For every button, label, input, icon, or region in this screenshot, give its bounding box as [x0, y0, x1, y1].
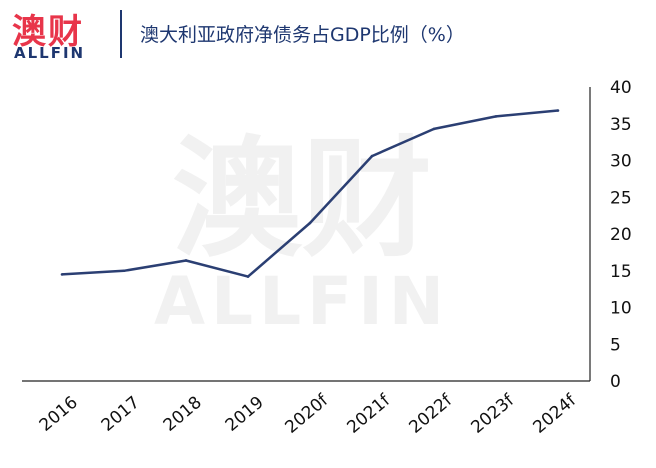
y-axis-ticks: 0 5 10 15 20 25 30 35 40	[610, 78, 632, 392]
y-tick-label: 0	[610, 372, 621, 392]
data-point	[246, 275, 250, 278]
logo-text-cn: 澳财	[12, 12, 84, 52]
y-tick-label: 20	[610, 225, 632, 245]
x-tick-label: 2016	[36, 393, 82, 436]
y-tick-label: 10	[610, 299, 632, 319]
data-point	[370, 154, 374, 158]
x-tick-label: 2024f	[529, 390, 580, 438]
data-point	[184, 259, 188, 262]
data-point	[60, 273, 64, 276]
data-point	[308, 221, 312, 225]
y-tick-label: 15	[610, 262, 632, 282]
watermark-text-en: ALLFIN	[154, 263, 450, 340]
x-tick-label: 2018	[160, 393, 206, 436]
x-tick-label: 2022f	[405, 390, 456, 438]
x-axis-ticks: 2016 2017 2018 2019 2020f 2021f 2022f 2023f 2024…	[36, 390, 581, 438]
data-point	[122, 269, 126, 273]
header-divider	[120, 10, 122, 58]
y-tick-label: 5	[610, 335, 621, 355]
x-tick-label: 2020f	[281, 390, 332, 438]
logo-text-en: ALLFIN	[14, 44, 86, 62]
x-tick-label: 2019	[222, 393, 268, 436]
logo: 澳财 ALLFIN	[8, 6, 108, 62]
y-tick-label: 40	[610, 78, 632, 98]
chart-title: 澳大利亚政府净债务占GDP比例（%）	[140, 24, 465, 46]
data-point	[432, 127, 436, 131]
y-tick-label: 35	[610, 115, 632, 135]
y-tick-label: 30	[610, 152, 632, 172]
x-tick-label: 2021f	[343, 390, 394, 438]
y-tick-label: 25	[610, 188, 632, 208]
x-tick-label: 2023f	[467, 390, 518, 438]
data-point	[556, 109, 560, 112]
x-tick-label: 2017	[98, 393, 144, 436]
data-point	[494, 115, 498, 118]
series-points	[60, 109, 560, 278]
